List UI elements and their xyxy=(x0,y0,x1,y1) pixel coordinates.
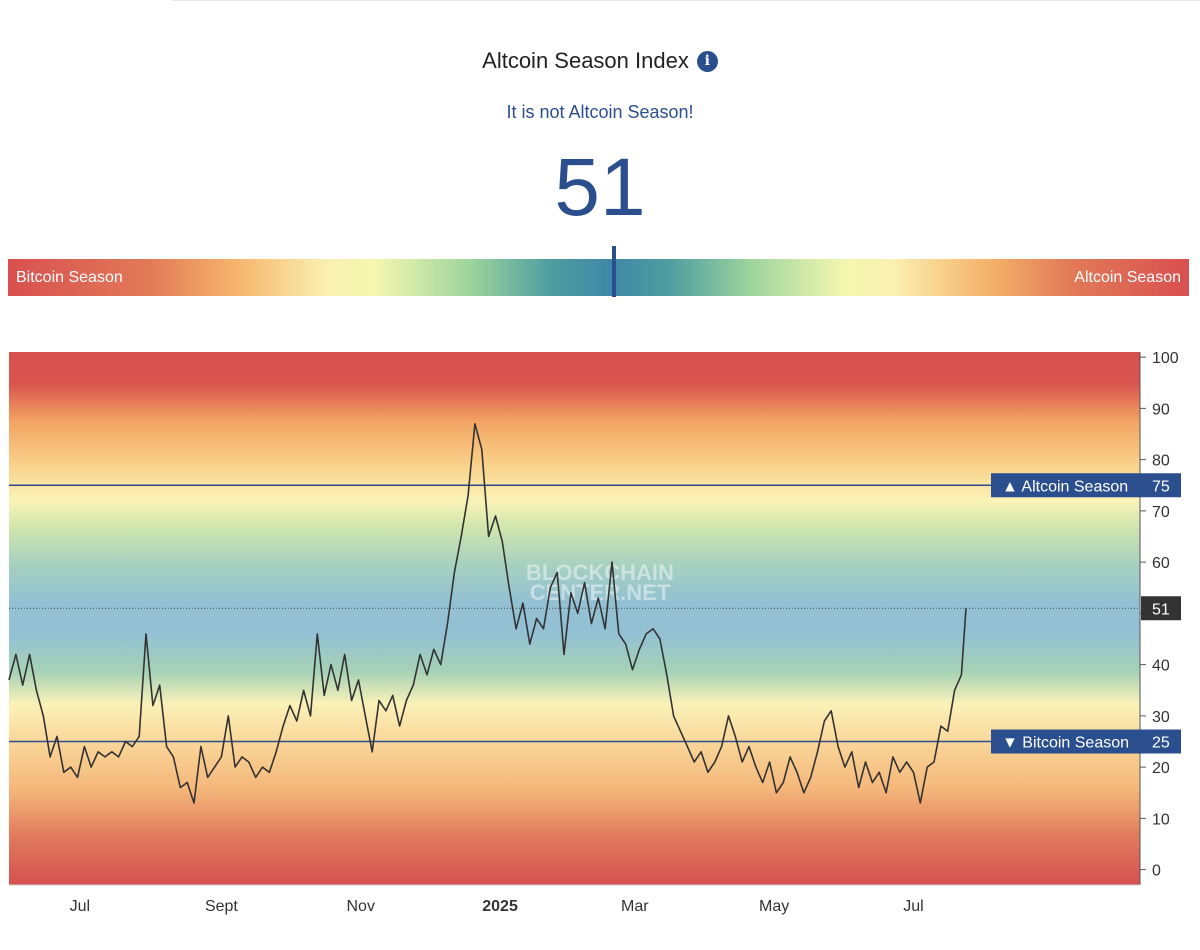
x-tick-label: Nov xyxy=(347,898,375,915)
threshold-label-bg xyxy=(991,473,1181,498)
y-tick-label: 0 xyxy=(1152,863,1161,880)
info-icon[interactable]: i xyxy=(696,50,718,72)
page-title: Altcoin Season Index xyxy=(482,48,689,73)
threshold-value-label: 75 xyxy=(1152,478,1170,495)
y-tick-label: 30 xyxy=(1152,709,1170,726)
x-tick-label: May xyxy=(759,898,789,915)
y-tick-label: 10 xyxy=(1152,811,1170,828)
index-value: 51 xyxy=(554,142,646,233)
scale-marker xyxy=(612,246,616,297)
scale-label-bitcoin: Bitcoin Season xyxy=(16,269,123,286)
watermark: BLOCKCHAIN CENTER.NET xyxy=(526,560,674,605)
altcoin-index-chart: BLOCKCHAIN CENTER.NET 010203040506070809… xyxy=(8,350,1181,915)
x-tick-label: Sept xyxy=(205,898,238,915)
y-tick-label: 40 xyxy=(1152,658,1170,675)
y-tick-label: 20 xyxy=(1152,760,1170,777)
title-row: Altcoin Season Index i xyxy=(0,44,1200,78)
y-tick-label: 70 xyxy=(1152,504,1170,521)
threshold-label: ▼ Bitcoin Season xyxy=(1002,735,1129,752)
watermark-line-1: BLOCKCHAIN xyxy=(526,560,674,585)
threshold-value-label: 25 xyxy=(1152,735,1170,752)
top-divider xyxy=(172,0,1200,1)
scale-label-altcoin: Altcoin Season xyxy=(1074,269,1181,286)
x-tick-label: 2025 xyxy=(482,898,518,915)
season-gradient-background xyxy=(9,352,1140,885)
y-tick-label: 80 xyxy=(1152,453,1170,470)
current-value-label-bg xyxy=(1141,596,1181,621)
y-tick-label: 100 xyxy=(1152,350,1179,367)
index-series-line xyxy=(8,423,967,804)
season-scale-bar: Bitcoin Season Altcoin Season xyxy=(8,259,1189,296)
x-tick-label: Mar xyxy=(621,898,649,915)
threshold-label: ▲ Altcoin Season xyxy=(1002,478,1128,495)
watermark-line-2: CENTER.NET xyxy=(530,580,671,605)
y-tick-label: 60 xyxy=(1152,555,1170,572)
current-value-label: 51 xyxy=(1152,601,1170,618)
x-tick-label: Jul xyxy=(70,898,90,915)
threshold-label-bg xyxy=(991,729,1181,754)
x-tick-label: Jul xyxy=(903,898,923,915)
season-status: It is not Altcoin Season! xyxy=(506,102,694,122)
y-tick-label: 90 xyxy=(1152,401,1170,418)
